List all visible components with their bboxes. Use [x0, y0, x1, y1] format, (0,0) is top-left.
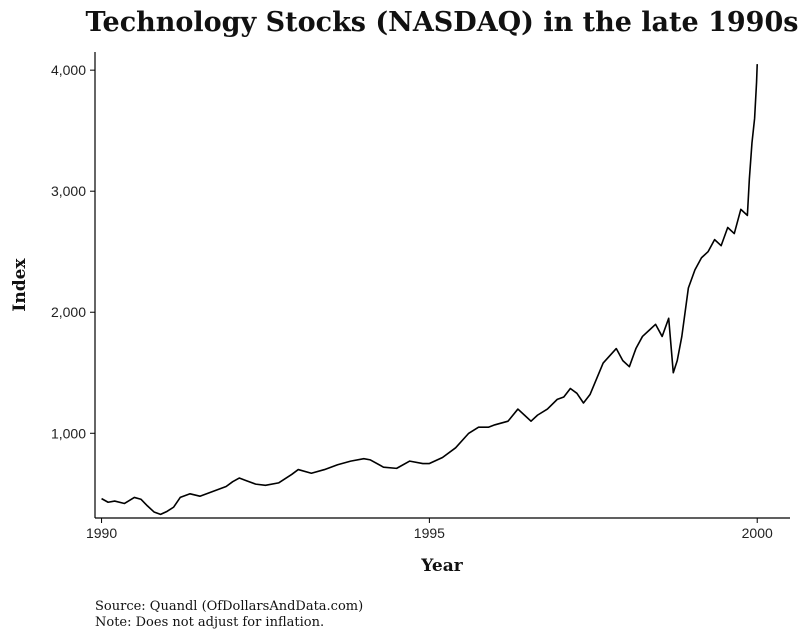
chart-title: Technology Stocks (NASDAQ) in the late 1… — [86, 7, 799, 38]
x-tick-label: 1990 — [86, 525, 117, 541]
y-ticks: 1,000 2,000 3,000 4,000 — [51, 62, 95, 441]
y-tick-label: 3,000 — [51, 183, 86, 199]
x-ticks: 1990 1995 2000 — [86, 518, 773, 541]
note-caption: Note: Does not adjust for inflation. — [95, 615, 324, 630]
y-axis-label: Index — [10, 258, 30, 312]
y-tick-label: 1,000 — [51, 425, 86, 441]
x-axis-label: Year — [420, 556, 463, 576]
source-caption: Source: Quandl (OfDollarsAndData.com) — [95, 599, 363, 614]
plot-area — [94, 52, 790, 519]
x-tick-label: 2000 — [742, 525, 773, 541]
series-line — [101, 64, 759, 516]
y-tick-label: 4,000 — [51, 62, 86, 78]
x-tick-label: 1995 — [414, 525, 445, 541]
y-tick-label: 2,000 — [51, 304, 86, 320]
